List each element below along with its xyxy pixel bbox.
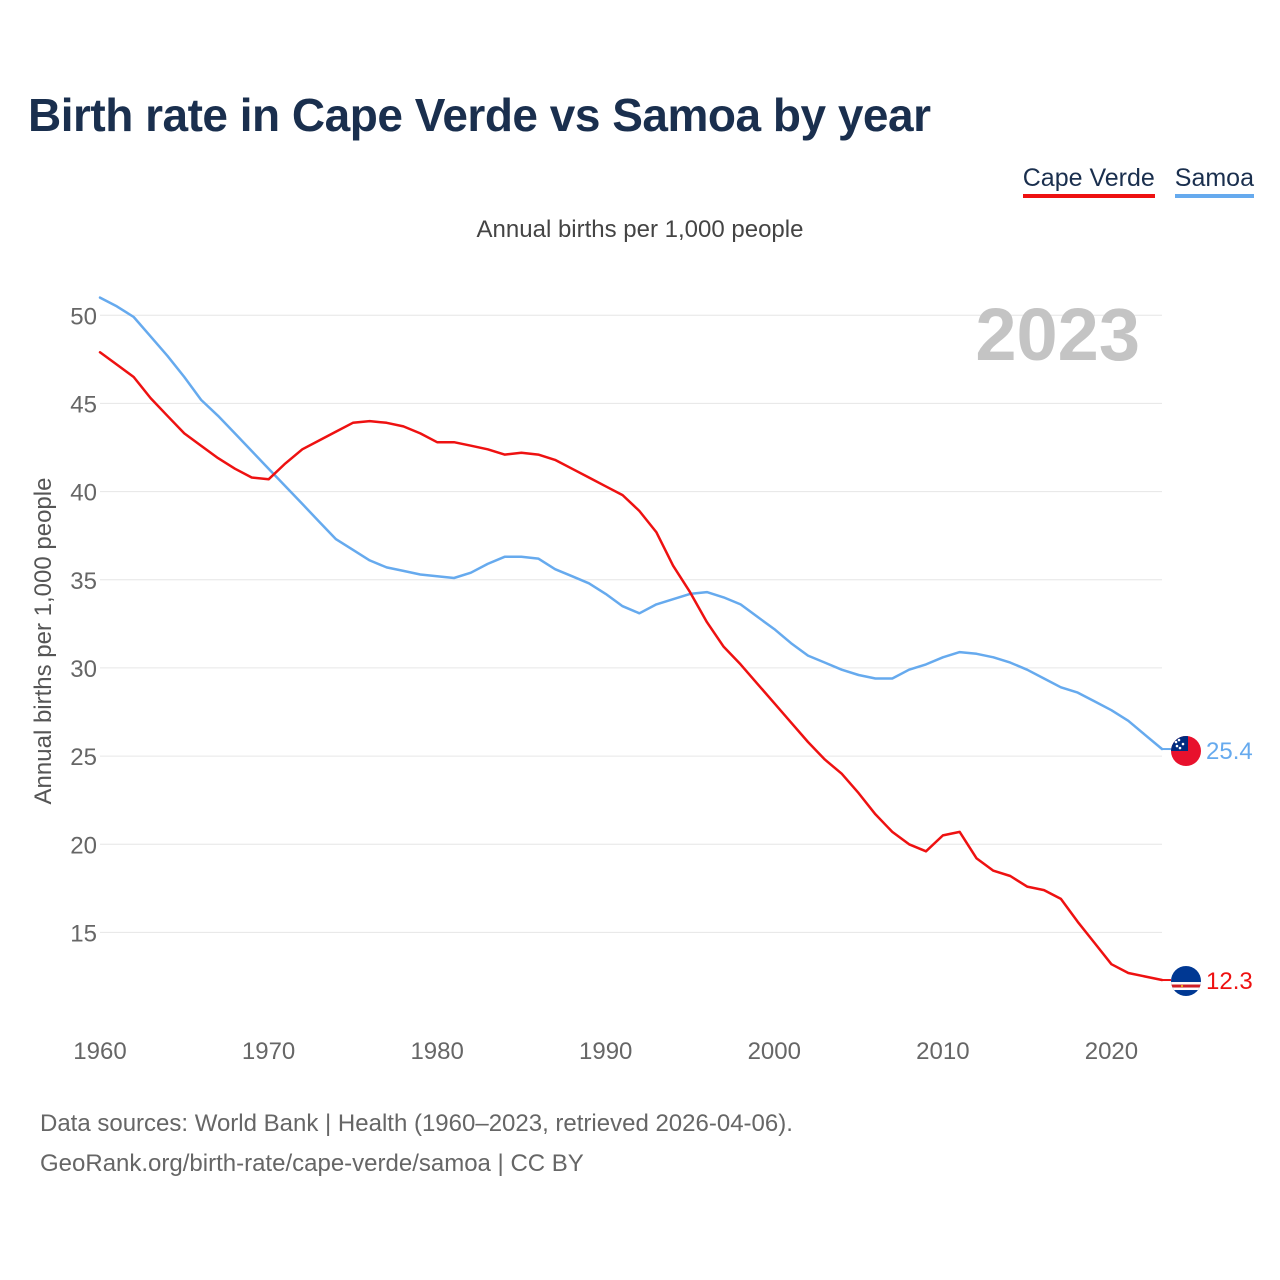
x-tick-label: 1960	[73, 1038, 126, 1065]
legend: Cape Verde Samoa	[1022, 164, 1254, 198]
cape-verde-end-value-label: 12.3	[1206, 968, 1253, 995]
legend-item-cape-verde[interactable]: Cape Verde	[1022, 164, 1155, 198]
samoa-line[interactable]	[98, 296, 1164, 751]
end-markers	[1171, 736, 1201, 997]
series-lines	[98, 296, 1171, 982]
x-tick-label: 1980	[410, 1038, 463, 1065]
x-tick-label: 1970	[242, 1038, 295, 1065]
grid-lines	[100, 314, 1162, 933]
footer-attribution: GeoRank.org/birth-rate/cape-verde/samoa …	[40, 1150, 584, 1177]
y-tick-label: 20	[70, 832, 97, 859]
samoa-end-value-label: 25.4	[1206, 738, 1253, 765]
year-watermark: 2023	[975, 293, 1140, 376]
x-tick-label: 2000	[748, 1038, 801, 1065]
chart-subtitle: Annual births per 1,000 people	[476, 216, 804, 243]
y-tick-label: 15	[70, 920, 97, 947]
y-axis-label: Annual births per 1,000 people	[30, 478, 57, 805]
legend-item-samoa[interactable]: Samoa	[1174, 164, 1254, 198]
y-tick-label: 40	[70, 480, 97, 507]
x-axis-ticks: 1960 1970 1980 1990 2000 2010 2020	[73, 1038, 1138, 1065]
y-tick-label: 25	[70, 744, 97, 771]
footer-sources: Data sources: World Bank | Health (1960–…	[40, 1110, 793, 1137]
x-tick-label: 2020	[1085, 1038, 1138, 1065]
cape-verde-line[interactable]	[98, 351, 1164, 982]
y-tick-label: 35	[70, 568, 97, 595]
page-title: Birth rate in Cape Verde vs Samoa by yea…	[28, 89, 931, 141]
samoa-flag-icon	[1171, 736, 1201, 767]
x-tick-label: 2010	[916, 1038, 969, 1065]
cape-verde-flag-icon	[1171, 966, 1201, 997]
y-tick-label: 50	[70, 303, 97, 330]
y-tick-label: 30	[70, 656, 97, 683]
y-axis-ticks: 15 20 25 30 35 40 45 50	[70, 303, 97, 947]
y-tick-label: 45	[70, 391, 97, 418]
chart-footer: Data sources: World Bank | Health (1960–…	[40, 1104, 793, 1184]
x-tick-label: 1990	[579, 1038, 632, 1065]
